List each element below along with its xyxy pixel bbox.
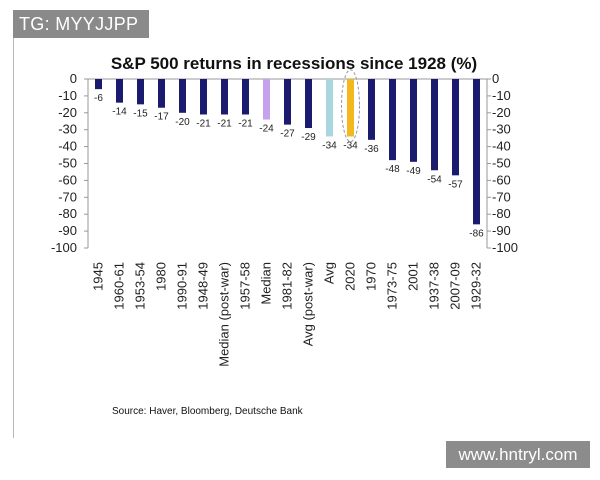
value-label-17: -57 bbox=[448, 179, 463, 190]
frame-left-border bbox=[13, 38, 14, 438]
bar-3 bbox=[158, 79, 165, 108]
chart-title: S&P 500 returns in recessions since 1928… bbox=[111, 54, 477, 73]
value-label-7: -21 bbox=[238, 118, 253, 129]
value-label-8: -24 bbox=[259, 124, 274, 135]
value-label-15: -49 bbox=[406, 166, 421, 177]
chart-bars bbox=[95, 79, 480, 225]
y-tick-label-right: -20 bbox=[492, 105, 511, 120]
bar-9 bbox=[284, 79, 291, 125]
y-tick-label-right: -50 bbox=[492, 156, 511, 171]
value-label-18: -86 bbox=[469, 228, 484, 239]
y-tick-label-left: -20 bbox=[58, 105, 77, 120]
category-label-11: Avg bbox=[322, 262, 337, 284]
value-label-3: -17 bbox=[154, 112, 169, 123]
category-label-0: 1945 bbox=[91, 262, 106, 291]
category-label-16: 1937-38 bbox=[427, 262, 442, 310]
value-label-0: -6 bbox=[94, 93, 103, 104]
y-tick-label-right: -90 bbox=[492, 223, 511, 238]
value-label-6: -21 bbox=[217, 118, 232, 129]
bar-8 bbox=[263, 79, 270, 120]
bar-12 bbox=[347, 79, 354, 137]
category-label-7: 1957-58 bbox=[238, 262, 253, 310]
category-label-17: 2007-09 bbox=[448, 262, 463, 310]
bar-14 bbox=[389, 79, 396, 161]
y-tick-label-left: -40 bbox=[58, 139, 77, 154]
bar-10 bbox=[305, 79, 312, 129]
value-label-5: -21 bbox=[196, 118, 211, 129]
bar-16 bbox=[431, 79, 438, 171]
y-tick-label-right: -10 bbox=[492, 88, 511, 103]
category-label-13: 1970 bbox=[364, 262, 379, 291]
bar-15 bbox=[410, 79, 417, 162]
category-label-2: 1953-54 bbox=[133, 262, 148, 310]
category-label-12: 2020 bbox=[343, 262, 358, 291]
value-label-12: -34 bbox=[343, 140, 358, 151]
value-label-10: -29 bbox=[301, 132, 316, 143]
value-label-4: -20 bbox=[175, 117, 190, 128]
highlight-ring bbox=[341, 69, 360, 143]
y-tick-label-left: -30 bbox=[58, 122, 77, 137]
bar-11 bbox=[326, 79, 333, 137]
value-label-11: -34 bbox=[322, 140, 337, 151]
category-label-5: 1948-49 bbox=[196, 262, 211, 310]
chart-labels: 0 0-10 -10-20 -20-30 -30-40 -40-50 -50-60 -60-7… bbox=[51, 71, 518, 367]
bar-18 bbox=[473, 79, 480, 225]
category-label-8: Median bbox=[259, 262, 274, 305]
bar-13 bbox=[368, 79, 375, 140]
category-label-1: 1960-61 bbox=[112, 262, 127, 310]
y-tick-label-right: -100 bbox=[492, 240, 518, 255]
bar-1 bbox=[116, 79, 123, 103]
bar-7 bbox=[242, 79, 249, 115]
y-tick-label-left: -100 bbox=[51, 240, 77, 255]
bar-6 bbox=[221, 79, 228, 115]
category-label-4: 1990-91 bbox=[175, 262, 190, 310]
chart-axes bbox=[84, 78, 491, 249]
category-label-18: 1929-32 bbox=[469, 262, 484, 310]
chart-source: Source: Haver, Bloomberg, Deutsche Bank bbox=[112, 406, 304, 417]
watermark-tg: TG: MYYJJPP bbox=[13, 10, 149, 38]
watermark-url: www.hntryl.com bbox=[446, 441, 590, 468]
y-tick-label-right: -70 bbox=[492, 189, 511, 204]
y-tick-label-left: -70 bbox=[58, 189, 77, 204]
bar-0 bbox=[95, 79, 102, 90]
category-label-9: 1981-82 bbox=[280, 262, 295, 310]
y-tick-label-left: -50 bbox=[58, 156, 77, 171]
y-tick-label-left: -90 bbox=[58, 223, 77, 238]
value-label-16: -54 bbox=[427, 174, 442, 185]
value-label-1: -14 bbox=[112, 107, 127, 118]
category-label-3: 1980 bbox=[154, 262, 169, 291]
value-label-2: -15 bbox=[133, 108, 148, 119]
y-tick-label-left: -60 bbox=[58, 172, 77, 187]
value-label-14: -48 bbox=[385, 164, 400, 175]
value-label-13: -36 bbox=[364, 144, 379, 155]
category-label-6: Median (post-war) bbox=[217, 262, 232, 367]
category-label-15: 2001 bbox=[406, 262, 421, 291]
y-tick-label-right: -30 bbox=[492, 122, 511, 137]
category-label-14: 1973-75 bbox=[385, 262, 400, 310]
y-tick-label-left: -80 bbox=[58, 206, 77, 221]
bar-4 bbox=[179, 79, 186, 113]
bar-2 bbox=[137, 79, 144, 105]
y-tick-label-left: 0 bbox=[70, 71, 77, 86]
bar-5 bbox=[200, 79, 207, 115]
value-label-9: -27 bbox=[280, 129, 295, 140]
category-label-10: Avg (post-war) bbox=[301, 262, 316, 346]
bar-17 bbox=[452, 79, 459, 176]
y-tick-label-right: -40 bbox=[492, 139, 511, 154]
y-tick-label-right: -80 bbox=[492, 206, 511, 221]
y-tick-label-right: -60 bbox=[492, 172, 511, 187]
chart-highlight bbox=[341, 69, 360, 143]
y-tick-label-left: -10 bbox=[58, 88, 77, 103]
y-tick-label-right: 0 bbox=[492, 71, 499, 86]
